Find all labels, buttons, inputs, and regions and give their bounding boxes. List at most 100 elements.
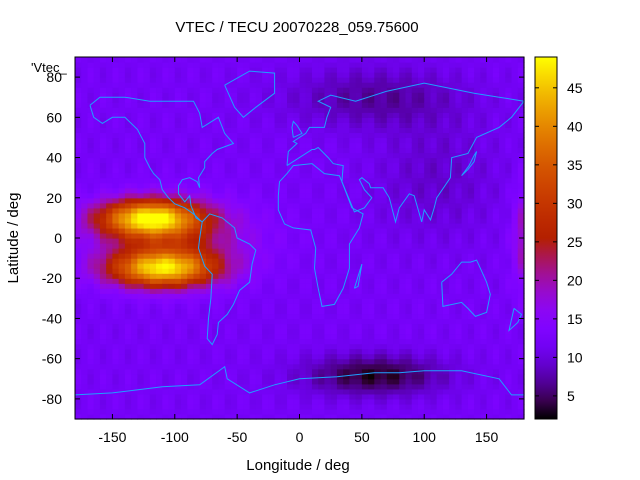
heatmap-cell — [380, 147, 388, 154]
heatmap-cell — [299, 112, 307, 118]
heatmap-cell — [255, 308, 263, 315]
heatmap-cell — [181, 363, 188, 370]
heatmap-cell — [361, 378, 369, 385]
heatmap-cell — [499, 202, 506, 209]
heatmap-cell — [305, 348, 313, 355]
heatmap-cell — [368, 398, 375, 405]
heatmap-cell — [168, 172, 176, 179]
heatmap-cell — [311, 278, 319, 284]
heatmap-cell — [386, 172, 394, 179]
heatmap-cell — [336, 258, 344, 264]
heatmap-cell — [237, 82, 244, 88]
heatmap-cell — [293, 97, 301, 103]
heatmap-cell — [112, 278, 120, 284]
heatmap-cell — [461, 318, 469, 325]
heatmap-cell — [93, 232, 101, 239]
heatmap-cell — [199, 263, 207, 269]
heatmap-cell — [262, 398, 269, 405]
heatmap-cell — [361, 77, 369, 83]
heatmap-cell — [442, 182, 450, 189]
heatmap-cell — [137, 393, 145, 400]
heatmap-cell — [474, 157, 481, 164]
heatmap-cell — [417, 413, 425, 420]
heatmap-cell — [318, 328, 326, 335]
heatmap-cell — [324, 248, 332, 254]
heatmap-cell — [374, 253, 382, 259]
heatmap-cell — [143, 273, 151, 279]
heatmap-cell — [131, 328, 138, 335]
heatmap-cell — [336, 303, 344, 309]
heatmap-cell — [436, 348, 444, 355]
heatmap-cell — [99, 273, 107, 279]
heatmap-cell — [349, 167, 357, 174]
heatmap-cell — [499, 303, 506, 309]
heatmap-cell — [355, 117, 363, 123]
heatmap-cell — [480, 398, 488, 405]
heatmap-cell — [156, 338, 163, 345]
heatmap-cell — [499, 323, 506, 330]
heatmap-cell — [75, 227, 82, 234]
heatmap-cell — [386, 238, 394, 244]
heatmap-cell — [311, 152, 319, 159]
heatmap-cell — [280, 57, 288, 63]
heatmap-cell — [87, 157, 95, 164]
heatmap-cell — [343, 368, 350, 375]
heatmap-cell — [374, 142, 382, 149]
heatmap-cell — [118, 227, 126, 234]
heatmap-cell — [137, 293, 145, 299]
heatmap-cell — [361, 388, 369, 395]
heatmap-cell — [274, 182, 282, 189]
heatmap-cell — [380, 298, 388, 304]
heatmap-cell — [499, 413, 506, 420]
heatmap-cell — [112, 313, 120, 320]
heatmap-cell — [318, 132, 326, 139]
heatmap-cell — [467, 207, 475, 214]
heatmap-cell — [505, 413, 513, 420]
heatmap-cell — [87, 127, 95, 134]
heatmap-cell — [355, 87, 363, 93]
heatmap-cell — [274, 102, 282, 108]
heatmap-cell — [268, 278, 276, 284]
heatmap-cell — [424, 172, 432, 179]
heatmap-cell — [230, 157, 238, 164]
heatmap-cell — [399, 238, 407, 244]
heatmap-cell — [355, 403, 363, 410]
heatmap-cell — [486, 263, 494, 269]
heatmap-cell — [112, 408, 120, 415]
heatmap-cell — [149, 212, 157, 219]
heatmap-cell — [243, 207, 251, 214]
heatmap-cell — [393, 273, 400, 279]
heatmap-cell — [131, 217, 138, 224]
heatmap-cell — [106, 117, 114, 123]
heatmap-cell — [355, 348, 363, 355]
heatmap-cell — [467, 248, 475, 254]
heatmap-cell — [87, 232, 95, 239]
heatmap-cell — [374, 197, 382, 204]
heatmap-cell — [393, 238, 400, 244]
heatmap-cell — [411, 268, 419, 274]
heatmap-cell — [393, 408, 400, 415]
heatmap-cell — [230, 388, 238, 395]
heatmap-cell — [299, 172, 307, 179]
heatmap-cell — [112, 217, 120, 224]
heatmap-cell — [299, 217, 307, 224]
heatmap-cell — [336, 192, 344, 199]
heatmap-cell — [399, 253, 407, 259]
heatmap-cell — [318, 413, 326, 420]
heatmap-cell — [305, 147, 313, 154]
heatmap-cell — [81, 333, 89, 340]
heatmap-cell — [218, 177, 226, 184]
heatmap-cell — [112, 328, 120, 335]
heatmap-cell — [162, 258, 170, 264]
heatmap-cell — [461, 338, 469, 345]
heatmap-cell — [156, 408, 163, 415]
heatmap-cell — [486, 348, 494, 355]
heatmap-cell — [399, 403, 407, 410]
heatmap-cell — [474, 238, 481, 244]
heatmap-cell — [205, 403, 213, 410]
heatmap-cell — [93, 393, 101, 400]
heatmap-cell — [93, 157, 101, 164]
heatmap-cell — [505, 303, 513, 309]
heatmap-cell — [424, 243, 432, 249]
heatmap-cell — [230, 348, 238, 355]
